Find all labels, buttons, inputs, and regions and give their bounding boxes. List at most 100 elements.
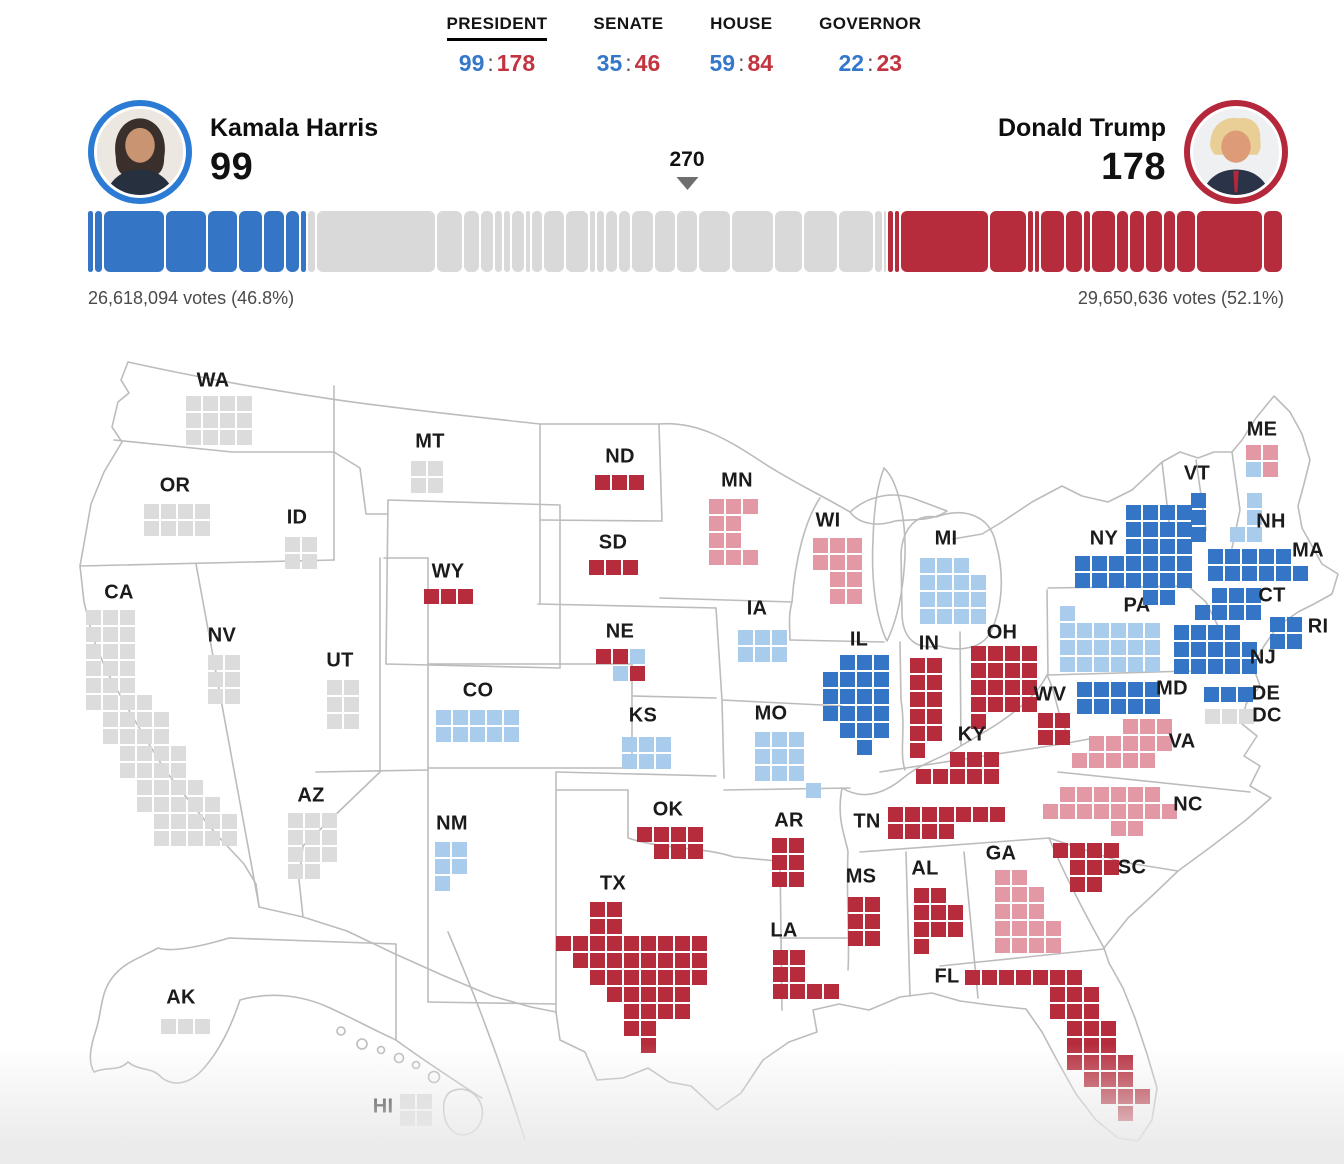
- ev-square: [1160, 556, 1175, 571]
- ev-square: [144, 504, 159, 519]
- trump-photo: [1193, 109, 1279, 195]
- bar-segment-MS[interactable]: [1163, 211, 1175, 272]
- bar-segment-KS[interactable]: [605, 211, 618, 272]
- bar-segment-MD[interactable]: [263, 211, 284, 272]
- bar-segment-MN[interactable]: [654, 211, 675, 272]
- bar-segment-IA[interactable]: [619, 211, 631, 272]
- ev-square: [285, 537, 300, 552]
- bar-segment-FL[interactable]: [1196, 211, 1262, 272]
- score-separator: :: [738, 50, 745, 76]
- bar-segment-LA[interactable]: [1145, 211, 1162, 272]
- bar-segment-WY[interactable]: [894, 211, 900, 272]
- ev-square: [178, 521, 193, 536]
- ev-square: [188, 780, 203, 795]
- ev-square: [1072, 753, 1087, 768]
- bar-segment-NJ[interactable]: [208, 211, 238, 272]
- bar-segment-NE[interactable]: [883, 211, 887, 272]
- bar-segment-NC[interactable]: [803, 211, 838, 272]
- ev-square: [956, 807, 971, 822]
- ev-square: [612, 475, 627, 490]
- tab-governor[interactable]: GOVERNOR 22:23: [819, 14, 921, 77]
- ev-square: [1242, 566, 1257, 581]
- bar-segment-SD[interactable]: [1034, 211, 1040, 272]
- ev-square: [1247, 510, 1262, 525]
- harris-vote-total: 26,618,094 votes (46.8%): [88, 288, 295, 308]
- bar-segment-CA[interactable]: [316, 211, 435, 272]
- ev-square: [1005, 697, 1020, 712]
- tab-president[interactable]: PRESIDENT 99:178: [446, 14, 548, 77]
- ev-square: [840, 723, 855, 738]
- bar-segment-NE[interactable]: [888, 211, 893, 272]
- ev-square: [1101, 1021, 1116, 1036]
- candidate-name-harris: Kamala Harris: [210, 114, 379, 142]
- state-label-NY: NY: [1089, 527, 1119, 550]
- bar-segment-ID[interactable]: [494, 211, 502, 272]
- bar-segment-UT[interactable]: [512, 211, 524, 272]
- bar-segment-HI[interactable]: [596, 211, 604, 272]
- bar-segment-NM[interactable]: [532, 211, 542, 272]
- ev-square: [1276, 549, 1291, 564]
- ev-square: [927, 692, 942, 707]
- bar-segment-AK[interactable]: [590, 211, 595, 272]
- ev-square: [988, 646, 1003, 661]
- bar-segment-WI[interactable]: [676, 211, 698, 272]
- bar-segment-MA[interactable]: [239, 211, 262, 272]
- ev-square: [1126, 556, 1141, 571]
- bar-segment-GA[interactable]: [839, 211, 873, 272]
- bar-segment-RI[interactable]: [94, 211, 102, 272]
- bar-segment-MO[interactable]: [632, 211, 653, 272]
- bar-segment-ME[interactable]: [874, 211, 882, 272]
- ev-square: [790, 984, 805, 999]
- bar-segment-OR[interactable]: [463, 211, 480, 272]
- bar-segment-IN[interactable]: [1041, 211, 1064, 272]
- bar-segment-OK[interactable]: [1130, 211, 1144, 272]
- ev-square: [1070, 877, 1085, 892]
- bar-segment-CO[interactable]: [543, 211, 564, 272]
- bar-segment-WA[interactable]: [436, 211, 462, 272]
- ev-square: [910, 743, 925, 758]
- ev-square: [971, 592, 986, 607]
- ev-square: [1055, 730, 1070, 745]
- bar-segment-DE[interactable]: [301, 211, 306, 272]
- ev-square: [1157, 736, 1172, 751]
- bar-segment-OH[interactable]: [990, 211, 1027, 272]
- ev-square: [288, 864, 303, 879]
- ev-square: [607, 936, 622, 951]
- tab-senate[interactable]: SENATE 35:46: [593, 14, 663, 77]
- ev-square: [709, 499, 724, 514]
- ev-square: [1174, 642, 1189, 657]
- ev-square: [103, 644, 118, 659]
- bar-segment-VT[interactable]: [88, 211, 93, 272]
- state-label-NV: NV: [207, 624, 237, 647]
- ev-square: [865, 931, 880, 946]
- ev-square: [1143, 556, 1158, 571]
- ev-square: [910, 658, 925, 673]
- bar-segment-TN[interactable]: [1092, 211, 1115, 272]
- bar-segment-NV[interactable]: [481, 211, 493, 272]
- bar-segment-PA[interactable]: [732, 211, 773, 272]
- ev-square: [857, 689, 872, 704]
- bar-segment-MT[interactable]: [503, 211, 511, 272]
- bar-segment-MI[interactable]: [699, 211, 731, 272]
- bar-segment-WV[interactable]: [1083, 211, 1091, 272]
- bar-segment-IL[interactable]: [165, 211, 207, 272]
- bar-segment-SC[interactable]: [1176, 211, 1195, 272]
- ev-square: [137, 695, 152, 710]
- bar-segment-AR[interactable]: [1116, 211, 1129, 272]
- bar-segment-AZ[interactable]: [565, 211, 589, 272]
- ev-square: [675, 953, 690, 968]
- ev-square: [755, 647, 770, 662]
- ev-square: [1208, 549, 1223, 564]
- bar-segment-NY[interactable]: [103, 211, 164, 272]
- bar-segment-ND[interactable]: [1028, 211, 1033, 272]
- ev-square: [171, 797, 186, 812]
- tab-house[interactable]: HOUSE 59:84: [710, 14, 774, 77]
- bar-segment-NH[interactable]: [308, 211, 315, 272]
- bar-segment-VA[interactable]: [774, 211, 802, 272]
- ev-square: [195, 521, 210, 536]
- bar-segment-KY[interactable]: [1065, 211, 1082, 272]
- bar-segment-TX[interactable]: [901, 211, 989, 272]
- bar-segment-DC[interactable]: [525, 211, 531, 272]
- bar-segment-AL[interactable]: [1263, 211, 1282, 272]
- bar-segment-CT[interactable]: [285, 211, 300, 272]
